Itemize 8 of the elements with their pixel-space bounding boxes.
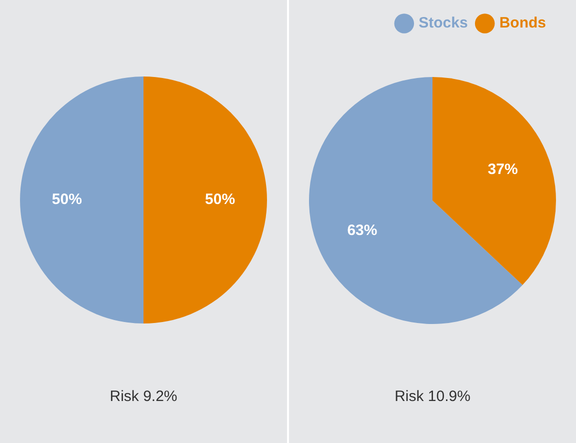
text: Risk 10.9% xyxy=(394,388,472,405)
legend-label: Bonds xyxy=(499,14,546,32)
text: Risk 9.2% xyxy=(108,388,178,405)
data-label: 50% xyxy=(205,191,236,208)
data-label: 50% xyxy=(52,191,82,208)
data-label: 63% xyxy=(347,222,378,240)
data-label: 37% xyxy=(488,161,518,178)
legend-label: Stocks xyxy=(418,14,468,32)
